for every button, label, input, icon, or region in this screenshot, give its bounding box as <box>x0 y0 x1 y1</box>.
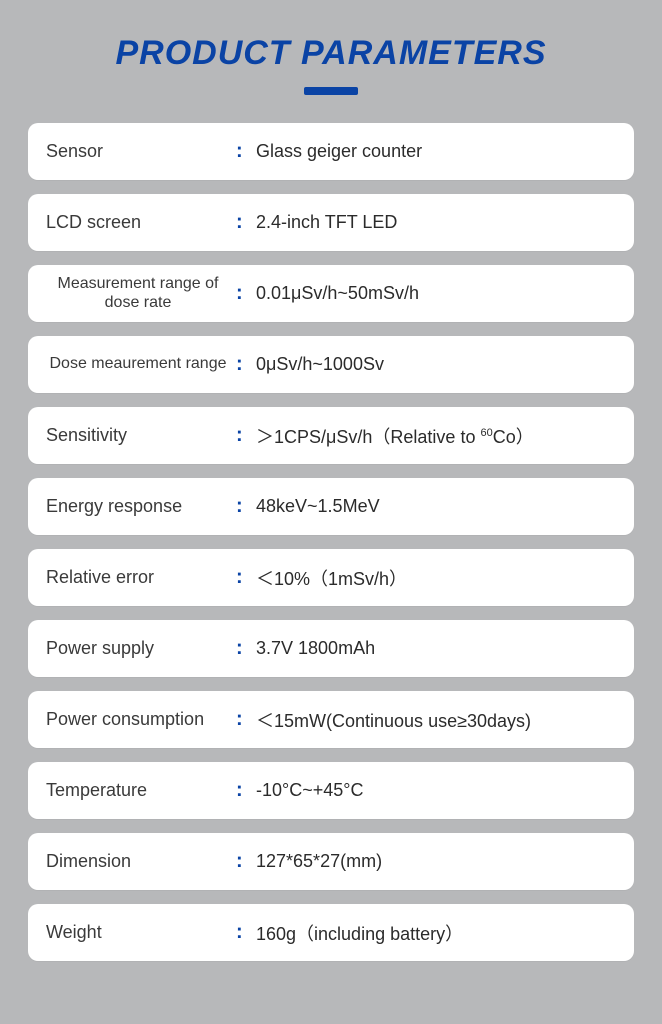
parameter-row: LCD screen:2.4-inch TFT LED <box>28 194 634 251</box>
parameter-value: 48keV~1.5MeV <box>254 496 620 517</box>
parameter-row: Sensitivity:＞1CPS/μSv/h（Relative to 60Co… <box>28 407 634 464</box>
separator: : <box>236 708 254 731</box>
title-underline <box>304 87 358 95</box>
parameter-row: Power consumption:＜15mW(Continuous use≥3… <box>28 691 634 748</box>
parameter-value: 2.4-inch TFT LED <box>254 212 620 233</box>
separator: : <box>236 140 254 163</box>
parameter-label: LCD screen <box>46 212 236 233</box>
parameter-value: 3.7V 1800mAh <box>254 638 620 659</box>
parameter-label: Sensitivity <box>46 425 236 446</box>
parameter-label: Dimension <box>46 851 236 872</box>
separator: : <box>236 424 254 447</box>
separator: : <box>236 637 254 660</box>
parameter-label: Power supply <box>46 638 236 659</box>
parameter-value: 0μSv/h~1000Sv <box>254 354 620 375</box>
separator: : <box>236 921 254 944</box>
parameter-value: 160g（including battery） <box>254 920 620 946</box>
separator: : <box>236 282 254 305</box>
parameter-row: Measurement range of dose rate:0.01μSv/h… <box>28 265 634 322</box>
parameter-row: Temperature:-10°C~+45°C <box>28 762 634 819</box>
parameter-value: ＜15mW(Continuous use≥30days) <box>254 707 620 733</box>
parameter-value: ＜10%（1mSv/h） <box>254 565 620 591</box>
parameter-row: Dose meaurement range:0μSv/h~1000Sv <box>28 336 634 393</box>
parameter-label: Power consumption <box>46 709 236 730</box>
parameter-value: Glass geiger counter <box>254 141 620 162</box>
parameter-row: Power supply:3.7V 1800mAh <box>28 620 634 677</box>
parameter-row: Energy response:48keV~1.5MeV <box>28 478 634 535</box>
parameter-label: Weight <box>46 922 236 943</box>
separator: : <box>236 566 254 589</box>
parameter-label: Relative error <box>46 567 236 588</box>
separator: : <box>236 850 254 873</box>
parameter-value: -10°C~+45°C <box>254 780 620 801</box>
parameter-value: 127*65*27(mm) <box>254 851 620 872</box>
parameter-label: Sensor <box>46 141 236 162</box>
parameter-row: Sensor:Glass geiger counter <box>28 123 634 180</box>
parameter-value: 0.01μSv/h~50mSv/h <box>254 283 620 304</box>
separator: : <box>236 495 254 518</box>
separator: : <box>236 353 254 376</box>
parameter-value: ＞1CPS/μSv/h（Relative to 60Co） <box>254 423 620 449</box>
parameter-label: Dose meaurement range <box>46 355 236 373</box>
page-title: PRODUCT PARAMETERS <box>28 34 634 73</box>
separator: : <box>236 779 254 802</box>
parameter-label: Temperature <box>46 780 236 801</box>
parameter-row: Dimension:127*65*27(mm) <box>28 833 634 890</box>
parameter-label: Energy response <box>46 496 236 517</box>
parameter-list: Sensor:Glass geiger counterLCD screen:2.… <box>28 123 634 961</box>
parameter-row: Weight:160g（including battery） <box>28 904 634 961</box>
separator: : <box>236 211 254 234</box>
parameter-row: Relative error:＜10%（1mSv/h） <box>28 549 634 606</box>
parameter-label: Measurement range of dose rate <box>46 275 236 312</box>
